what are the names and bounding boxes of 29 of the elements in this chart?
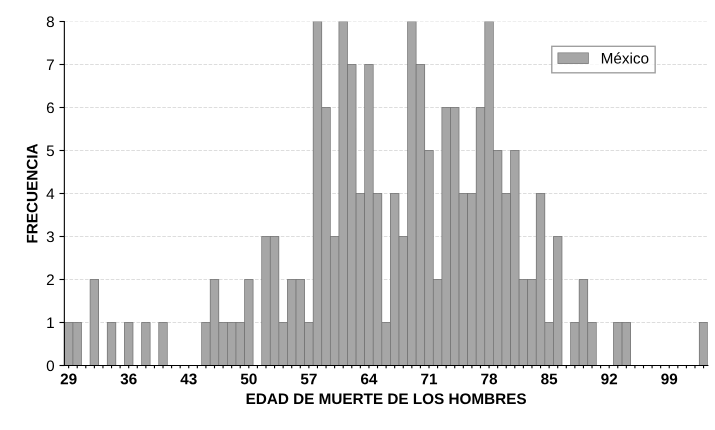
y-tick-label: 8 [46,16,54,28]
y-tick-label: 1 [47,318,54,328]
legend-label: México [602,52,648,64]
x-tick-label: 57 [300,374,317,384]
bar [90,279,100,366]
bar [141,322,150,366]
x-tick-label: 29 [60,374,77,384]
y-tick-label: 6 [46,102,54,114]
x-tick-label: 85 [541,374,558,384]
x-tick-label: 78 [481,374,498,384]
y-tick-label: 0 [46,360,54,372]
bar [698,322,708,366]
y-axis-title: FRECUENCIA [26,144,38,243]
y-tick-label: 3 [46,231,54,242]
x-tick-label: 36 [120,374,137,384]
x-tick-label: 71 [421,374,438,384]
x-tick-label: 64 [361,374,378,384]
bar [158,322,168,366]
x-tick-label: 50 [240,374,257,384]
x-axis-title: EDAD DE MUERTE DE LOS HOMBRES [246,393,526,404]
y-tick-label: 2 [46,274,54,286]
y-tick-label: 7 [46,60,54,70]
y-tick-label: 5 [46,146,54,156]
y-tick-label: 4 [46,188,54,200]
bar [124,322,134,366]
x-tick-label: 99 [661,374,678,384]
x-tick-label: 43 [180,374,197,384]
bar [106,322,116,366]
x-tick-label: 92 [601,374,618,384]
